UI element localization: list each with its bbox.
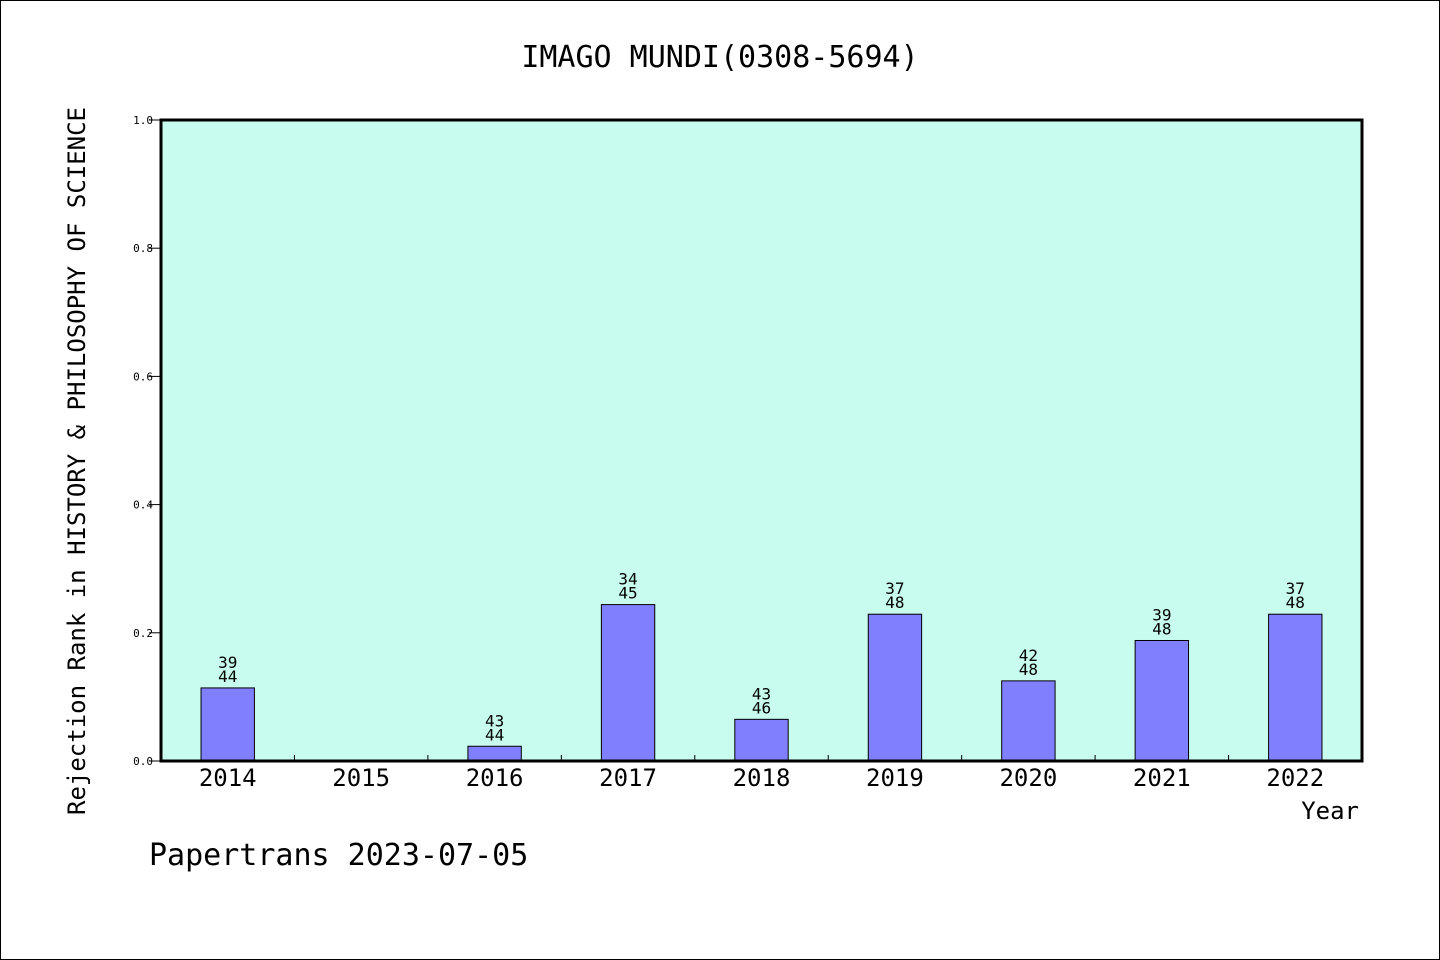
bar-total-label: 48 (885, 593, 904, 612)
bar (200, 687, 255, 762)
bar (1268, 613, 1323, 762)
x-tick-label: 2014 (199, 764, 257, 792)
x-tick-label: 2017 (599, 764, 657, 792)
x-tick-label: 2021 (1133, 764, 1191, 792)
bar-rank-label: 37 (885, 579, 904, 598)
bar-rank-label: 43 (752, 684, 771, 703)
bar (600, 604, 656, 762)
chart-title: IMAGO MUNDI(0308-5694) (521, 40, 918, 75)
bar (734, 718, 789, 762)
y-tick-label: 0.2 (133, 627, 153, 640)
x-tick-label: 2015 (332, 764, 390, 792)
bar (1134, 639, 1190, 762)
bar-total-label: 44 (485, 725, 504, 744)
bar-rank-label: 43 (485, 711, 504, 730)
bar-total-label: 48 (1019, 660, 1038, 679)
x-tick-label: 2016 (466, 764, 524, 792)
y-tick-label: 1.0 (133, 114, 153, 127)
y-tick-label: 0.0 (133, 755, 153, 768)
x-tick-label: 2020 (999, 764, 1057, 792)
bar (867, 613, 923, 762)
bar-rank-label: 39 (218, 653, 237, 672)
bar-rank-label: 42 (1019, 646, 1038, 665)
bar (467, 745, 522, 762)
x-axis-label: Year (1301, 797, 1359, 825)
bar-total-label: 48 (1286, 593, 1305, 612)
x-tick-label: 2022 (1266, 764, 1324, 792)
bar (1001, 680, 1056, 762)
y-tick-label: 0.4 (133, 499, 153, 512)
bar-rank-label: 37 (1286, 579, 1305, 598)
x-tick-label: 2019 (866, 764, 924, 792)
bar-total-label: 44 (218, 667, 237, 686)
footer-text: Papertrans 2023-07-05 (149, 838, 528, 873)
bar-total-label: 45 (618, 584, 637, 603)
plot-frame (159, 118, 1364, 763)
bar-total-label: 48 (1152, 619, 1171, 638)
y-tick-label: 0.6 (133, 370, 153, 383)
bar-rank-label: 39 (1152, 605, 1171, 624)
bar-total-label: 46 (752, 698, 771, 717)
y-tick-label: 0.8 (133, 242, 153, 255)
x-tick-label: 2018 (733, 764, 791, 792)
bar-rank-label: 34 (618, 570, 637, 589)
y-axis-label: Rejection Rank in HISTORY & PHILOSOPHY O… (63, 107, 91, 815)
